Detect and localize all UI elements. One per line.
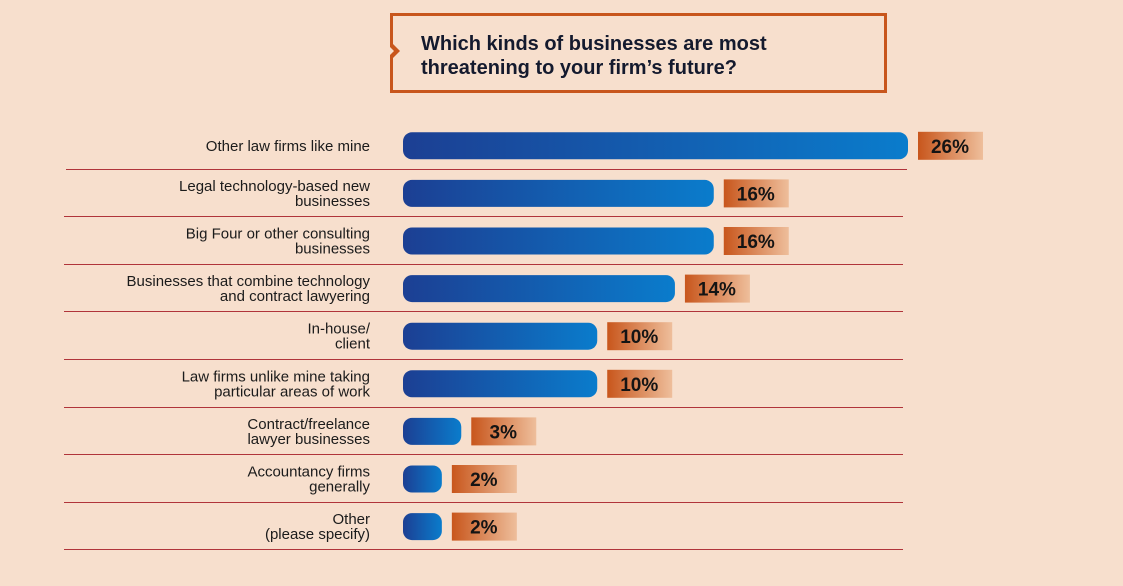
category-label: Legal technology-based new — [179, 178, 370, 195]
category-label: lawyer businesses — [247, 431, 370, 448]
value-label: 2% — [470, 470, 498, 491]
chart-title-box: Which kinds of businesses are most threa… — [387, 13, 887, 93]
value-label: 2% — [470, 518, 498, 539]
category-label: particular areas of work — [214, 383, 370, 400]
category-label: businesses — [295, 241, 370, 258]
chart-title: Which kinds of businesses are most threa… — [421, 33, 767, 79]
category-label: and contract lawyering — [220, 288, 370, 305]
value-label-box — [723, 179, 789, 208]
value-label-box — [918, 131, 983, 160]
title-box-notch — [387, 41, 400, 61]
value-label-box — [607, 322, 673, 351]
value-label-box — [451, 512, 517, 541]
bar — [403, 370, 598, 398]
bar — [403, 132, 908, 160]
value-label-box — [451, 465, 517, 493]
value-label: 3% — [490, 422, 518, 443]
bar — [403, 179, 714, 207]
bar — [403, 322, 598, 350]
bar — [403, 275, 675, 303]
value-label: 16% — [737, 232, 775, 253]
value-label: 26% — [931, 137, 969, 158]
value-label: 14% — [698, 280, 736, 301]
bar — [403, 465, 442, 493]
category-label: Law firms unlike mine taking — [182, 368, 370, 385]
category-label: Other law firms like mine — [206, 138, 370, 155]
bar — [403, 417, 462, 445]
category-label: Other — [332, 511, 370, 528]
category-label: businesses — [295, 193, 370, 210]
category-label: (please specify) — [265, 526, 370, 543]
value-label-box — [471, 417, 537, 446]
category-label: Accountancy firms — [247, 464, 370, 481]
category-label: In-house/ — [307, 321, 370, 338]
category-label: Businesses that combine technology — [127, 273, 371, 290]
bar — [403, 227, 714, 255]
value-label-box — [723, 227, 789, 255]
category-label: Contract/freelance — [247, 416, 370, 433]
category-label: client — [335, 336, 371, 353]
category-label: generally — [309, 479, 370, 496]
value-label: 16% — [737, 184, 775, 205]
value-label: 10% — [620, 327, 658, 348]
bar — [403, 513, 442, 541]
value-label-box — [607, 369, 673, 398]
category-label: Big Four or other consulting — [186, 226, 370, 243]
value-label-box — [684, 274, 750, 303]
value-label: 10% — [620, 375, 658, 396]
